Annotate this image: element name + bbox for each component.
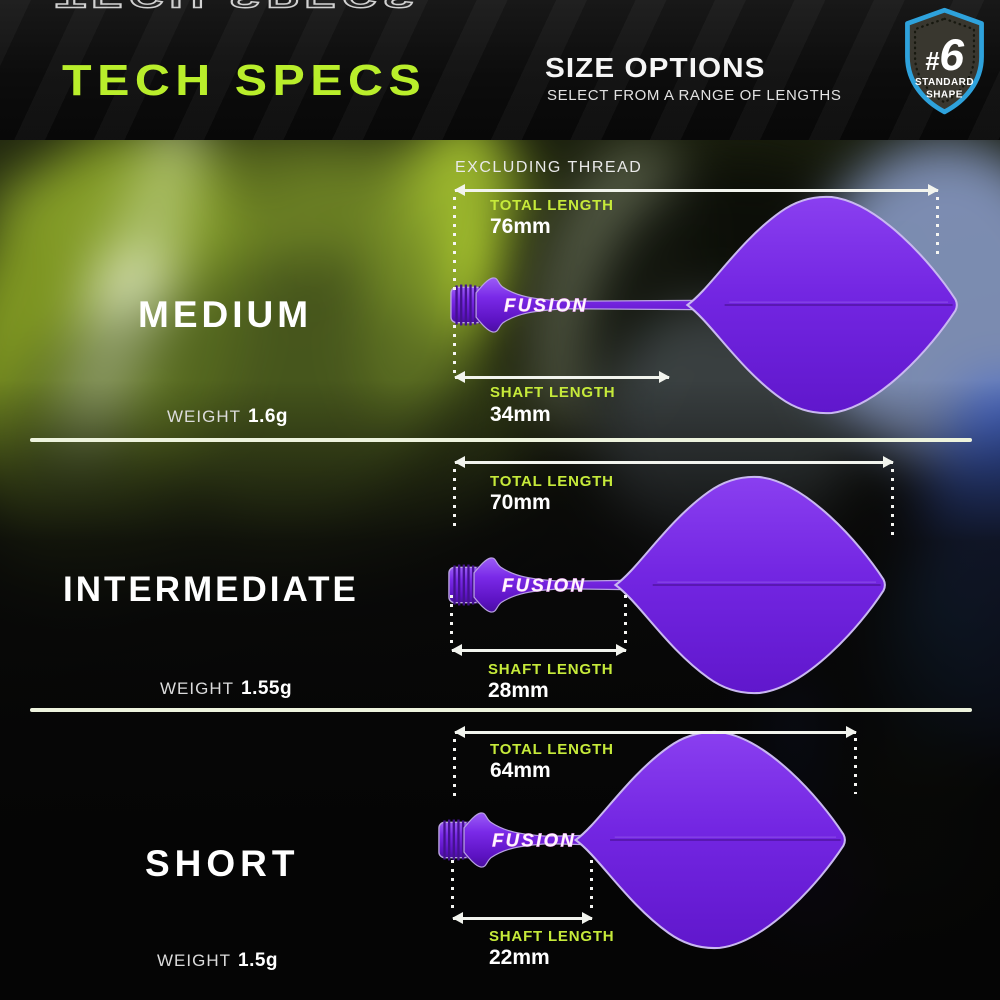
weight-value: 1.55g	[241, 678, 293, 699]
weight-value: 1.5g	[238, 950, 279, 971]
total-length-label: TOTAL LENGTH	[490, 197, 614, 214]
shaft-length-label: SHAFT LENGTH	[488, 661, 614, 678]
size-name: INTERMEDIATE	[63, 570, 359, 609]
total-length-arrow	[454, 726, 857, 738]
total-length-dotted-left	[453, 739, 456, 799]
shape-badge: #6 STANDARD SHAPE	[905, 7, 984, 115]
weight-row: WEIGHT 1.55g	[160, 678, 292, 700]
dart-brand-text: FUSION	[502, 575, 586, 596]
header-banner: TECH SPECS TECH SPECS SIZE OPTIONS SELEC…	[0, 0, 1000, 140]
weight-row: WEIGHT 1.5g	[157, 950, 278, 972]
total-length-dotted-left	[453, 197, 456, 293]
shaft-length-arrow	[451, 644, 627, 656]
shield-dotted-border	[913, 17, 976, 104]
size-options-title: SIZE OPTIONS	[545, 52, 766, 83]
dart-brand-text: FUSION	[492, 830, 576, 851]
shaft-length-arrow	[454, 371, 670, 383]
shaft-length-value: 34mm	[490, 403, 551, 426]
badge-number: #6	[925, 31, 965, 80]
dart-graphic-short: FUSION	[438, 730, 846, 950]
badge-shape-label-2: SHAPE	[926, 90, 963, 101]
size-options-subtitle: SELECT FROM A RANGE OF LENGTHS	[547, 87, 842, 104]
shaft-length-arrow	[452, 912, 593, 924]
weight-label: WEIGHT	[167, 407, 241, 426]
total-length-dotted-right	[936, 197, 939, 255]
section-divider	[30, 708, 972, 712]
badge-shape-label-1: STANDARD	[915, 77, 974, 88]
shaft-length-dotted-left	[450, 595, 453, 649]
size-name: SHORT	[145, 843, 300, 884]
total-length-label: TOTAL LENGTH	[490, 473, 614, 490]
dart-graphic-medium: FUSION	[450, 195, 958, 415]
shaft-length-dotted-left	[453, 325, 456, 379]
dart-brand-text: FUSION	[504, 295, 588, 316]
shaft-length-dotted-right	[624, 595, 627, 649]
title-reflection: TECH SPECS	[55, 0, 421, 15]
weight-row: WEIGHT 1.6g	[167, 406, 288, 428]
total-length-dotted-right	[854, 738, 857, 794]
weight-label: WEIGHT	[157, 951, 231, 970]
shaft-length-value: 22mm	[489, 946, 550, 969]
total-length-value: 70mm	[490, 491, 551, 514]
section-divider	[30, 438, 972, 442]
page-title: TECH SPECS	[62, 56, 427, 105]
total-length-arrow	[454, 456, 894, 468]
total-length-value: 64mm	[490, 759, 551, 782]
dart-graphic-intermediate: FUSION	[448, 475, 886, 695]
shaft-length-label: SHAFT LENGTH	[490, 384, 616, 401]
shaft-length-dotted-right	[590, 860, 593, 914]
shaft-length-dotted-left	[451, 860, 454, 914]
total-length-value: 76mm	[490, 215, 551, 238]
total-length-arrow	[454, 184, 939, 196]
weight-value: 1.6g	[248, 406, 289, 427]
shaft-length-value: 28mm	[488, 679, 549, 702]
shaft-length-label: SHAFT LENGTH	[489, 928, 615, 945]
total-length-dotted-left	[453, 469, 456, 527]
weight-label: WEIGHT	[160, 679, 234, 698]
size-name: MEDIUM	[138, 294, 313, 335]
total-length-label: TOTAL LENGTH	[490, 741, 614, 758]
total-length-dotted-right	[891, 469, 894, 535]
excluding-thread-note: EXCLUDING THREAD	[455, 159, 643, 176]
